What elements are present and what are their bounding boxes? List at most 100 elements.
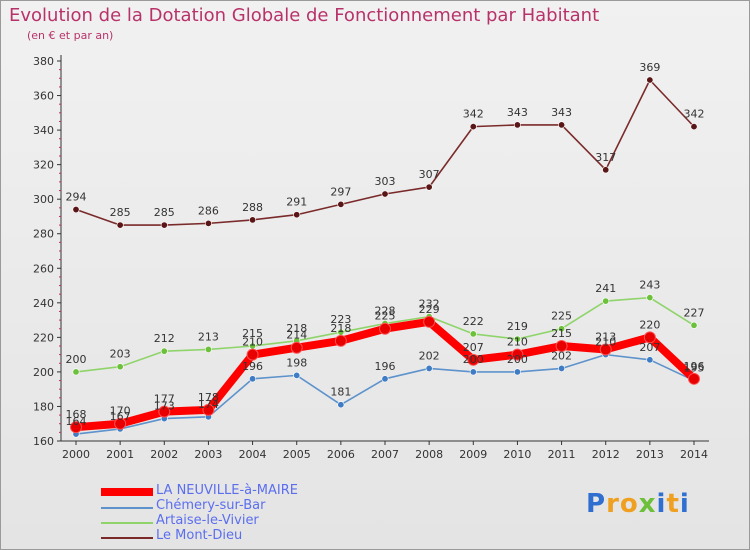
data-label: 342 — [684, 108, 705, 121]
data-point — [558, 364, 566, 372]
data-point — [204, 219, 212, 227]
logo-letter: i — [656, 489, 667, 519]
data-label: 225 — [551, 310, 572, 323]
data-label: 225 — [375, 310, 396, 323]
data-label: 343 — [507, 106, 528, 119]
legend-item: Chémery-sur-Bar — [101, 498, 361, 515]
y-tick-label: 200 — [33, 366, 54, 379]
data-point — [469, 330, 477, 338]
data-label: 285 — [110, 206, 131, 219]
data-label: 228 — [375, 305, 396, 318]
data-point — [116, 363, 124, 371]
data-point — [469, 123, 477, 131]
legend-label: LA NEUVILLE-à-MAIRE — [156, 483, 298, 498]
data-label: 288 — [242, 201, 263, 214]
data-label: 220 — [639, 318, 660, 331]
y-tick-label: 240 — [33, 297, 54, 310]
data-point — [511, 348, 524, 361]
legend-item: Le Mont-Dieu — [101, 528, 361, 545]
y-tick-label: 300 — [33, 193, 54, 206]
legend-label: Le Mont-Dieu — [156, 528, 243, 543]
y-tick-label: 280 — [33, 228, 54, 241]
x-tick-label: 2004 — [239, 448, 267, 461]
data-label: 218 — [286, 322, 307, 335]
legend-swatch-artaise — [101, 522, 153, 524]
data-point — [72, 206, 80, 214]
data-label: 222 — [463, 315, 484, 328]
data-point — [114, 417, 127, 430]
data-point — [116, 221, 124, 229]
data-label: 167 — [110, 410, 131, 423]
data-point — [381, 190, 389, 198]
data-point — [513, 121, 521, 129]
data-point — [204, 345, 212, 353]
data-label: 164 — [66, 415, 87, 428]
y-tick-label: 380 — [33, 55, 54, 68]
data-point — [690, 321, 698, 329]
data-label: 215 — [242, 327, 263, 340]
y-tick-label: 360 — [33, 90, 54, 103]
data-label: 241 — [595, 282, 616, 295]
data-label: 227 — [684, 306, 705, 319]
x-tick-label: 2009 — [459, 448, 487, 461]
chart-title: Evolution de la Dotation Globale de Fonc… — [9, 5, 600, 26]
data-point — [337, 401, 345, 409]
data-label: 173 — [154, 400, 175, 413]
x-tick-label: 2010 — [503, 448, 531, 461]
data-point — [246, 348, 259, 361]
data-label: 285 — [154, 206, 175, 219]
data-point — [688, 372, 700, 385]
data-point — [467, 353, 480, 366]
data-label: 317 — [595, 151, 616, 164]
data-point — [423, 315, 436, 328]
data-point — [555, 340, 568, 352]
data-label: 303 — [375, 175, 396, 188]
logo-letter: P — [586, 489, 607, 519]
data-label: 212 — [154, 332, 175, 345]
data-point — [158, 405, 171, 418]
y-tick-label: 260 — [33, 262, 54, 275]
x-tick-label: 2002 — [150, 448, 178, 461]
data-label: 229 — [419, 303, 440, 316]
data-point — [425, 183, 433, 191]
data-label: 198 — [286, 356, 307, 369]
data-point — [602, 297, 610, 305]
x-tick-label: 2005 — [283, 448, 311, 461]
y-tick-label: 180 — [33, 400, 54, 413]
data-point — [558, 121, 566, 129]
data-label: 181 — [330, 386, 351, 399]
data-point — [290, 341, 303, 354]
data-point — [160, 221, 168, 229]
logo-letter: t — [666, 489, 680, 519]
legend-swatch-chemery — [101, 507, 153, 509]
data-label: 196 — [375, 360, 396, 373]
data-label: 307 — [419, 168, 440, 181]
x-tick-label: 2011 — [548, 448, 576, 461]
data-label: 170 — [110, 405, 131, 418]
data-point — [249, 216, 257, 224]
x-tick-label: 2001 — [106, 448, 134, 461]
x-tick-label: 2000 — [62, 448, 90, 461]
data-point — [425, 364, 433, 372]
chart-subtitle: (en € et par an) — [27, 29, 114, 42]
data-label: 177 — [154, 393, 175, 406]
data-label: 196 — [684, 360, 705, 373]
data-label: 203 — [110, 348, 131, 361]
data-point — [646, 356, 654, 364]
data-label: 213 — [595, 330, 616, 343]
x-tick-label: 2008 — [415, 448, 443, 461]
y-tick-label: 220 — [33, 331, 54, 344]
data-label: 200 — [507, 353, 528, 366]
data-point — [381, 375, 389, 383]
data-point — [160, 347, 168, 355]
data-label: 215 — [551, 327, 572, 340]
data-point — [646, 76, 654, 84]
legend: LA NEUVILLE-à-MAIRE Chémery-sur-Bar Arta… — [101, 483, 361, 545]
data-label: 219 — [507, 320, 528, 333]
data-point — [643, 331, 656, 344]
data-label: 243 — [639, 279, 660, 292]
data-point — [293, 211, 301, 219]
data-label: 343 — [551, 106, 572, 119]
legend-swatch-neuville — [101, 488, 153, 496]
